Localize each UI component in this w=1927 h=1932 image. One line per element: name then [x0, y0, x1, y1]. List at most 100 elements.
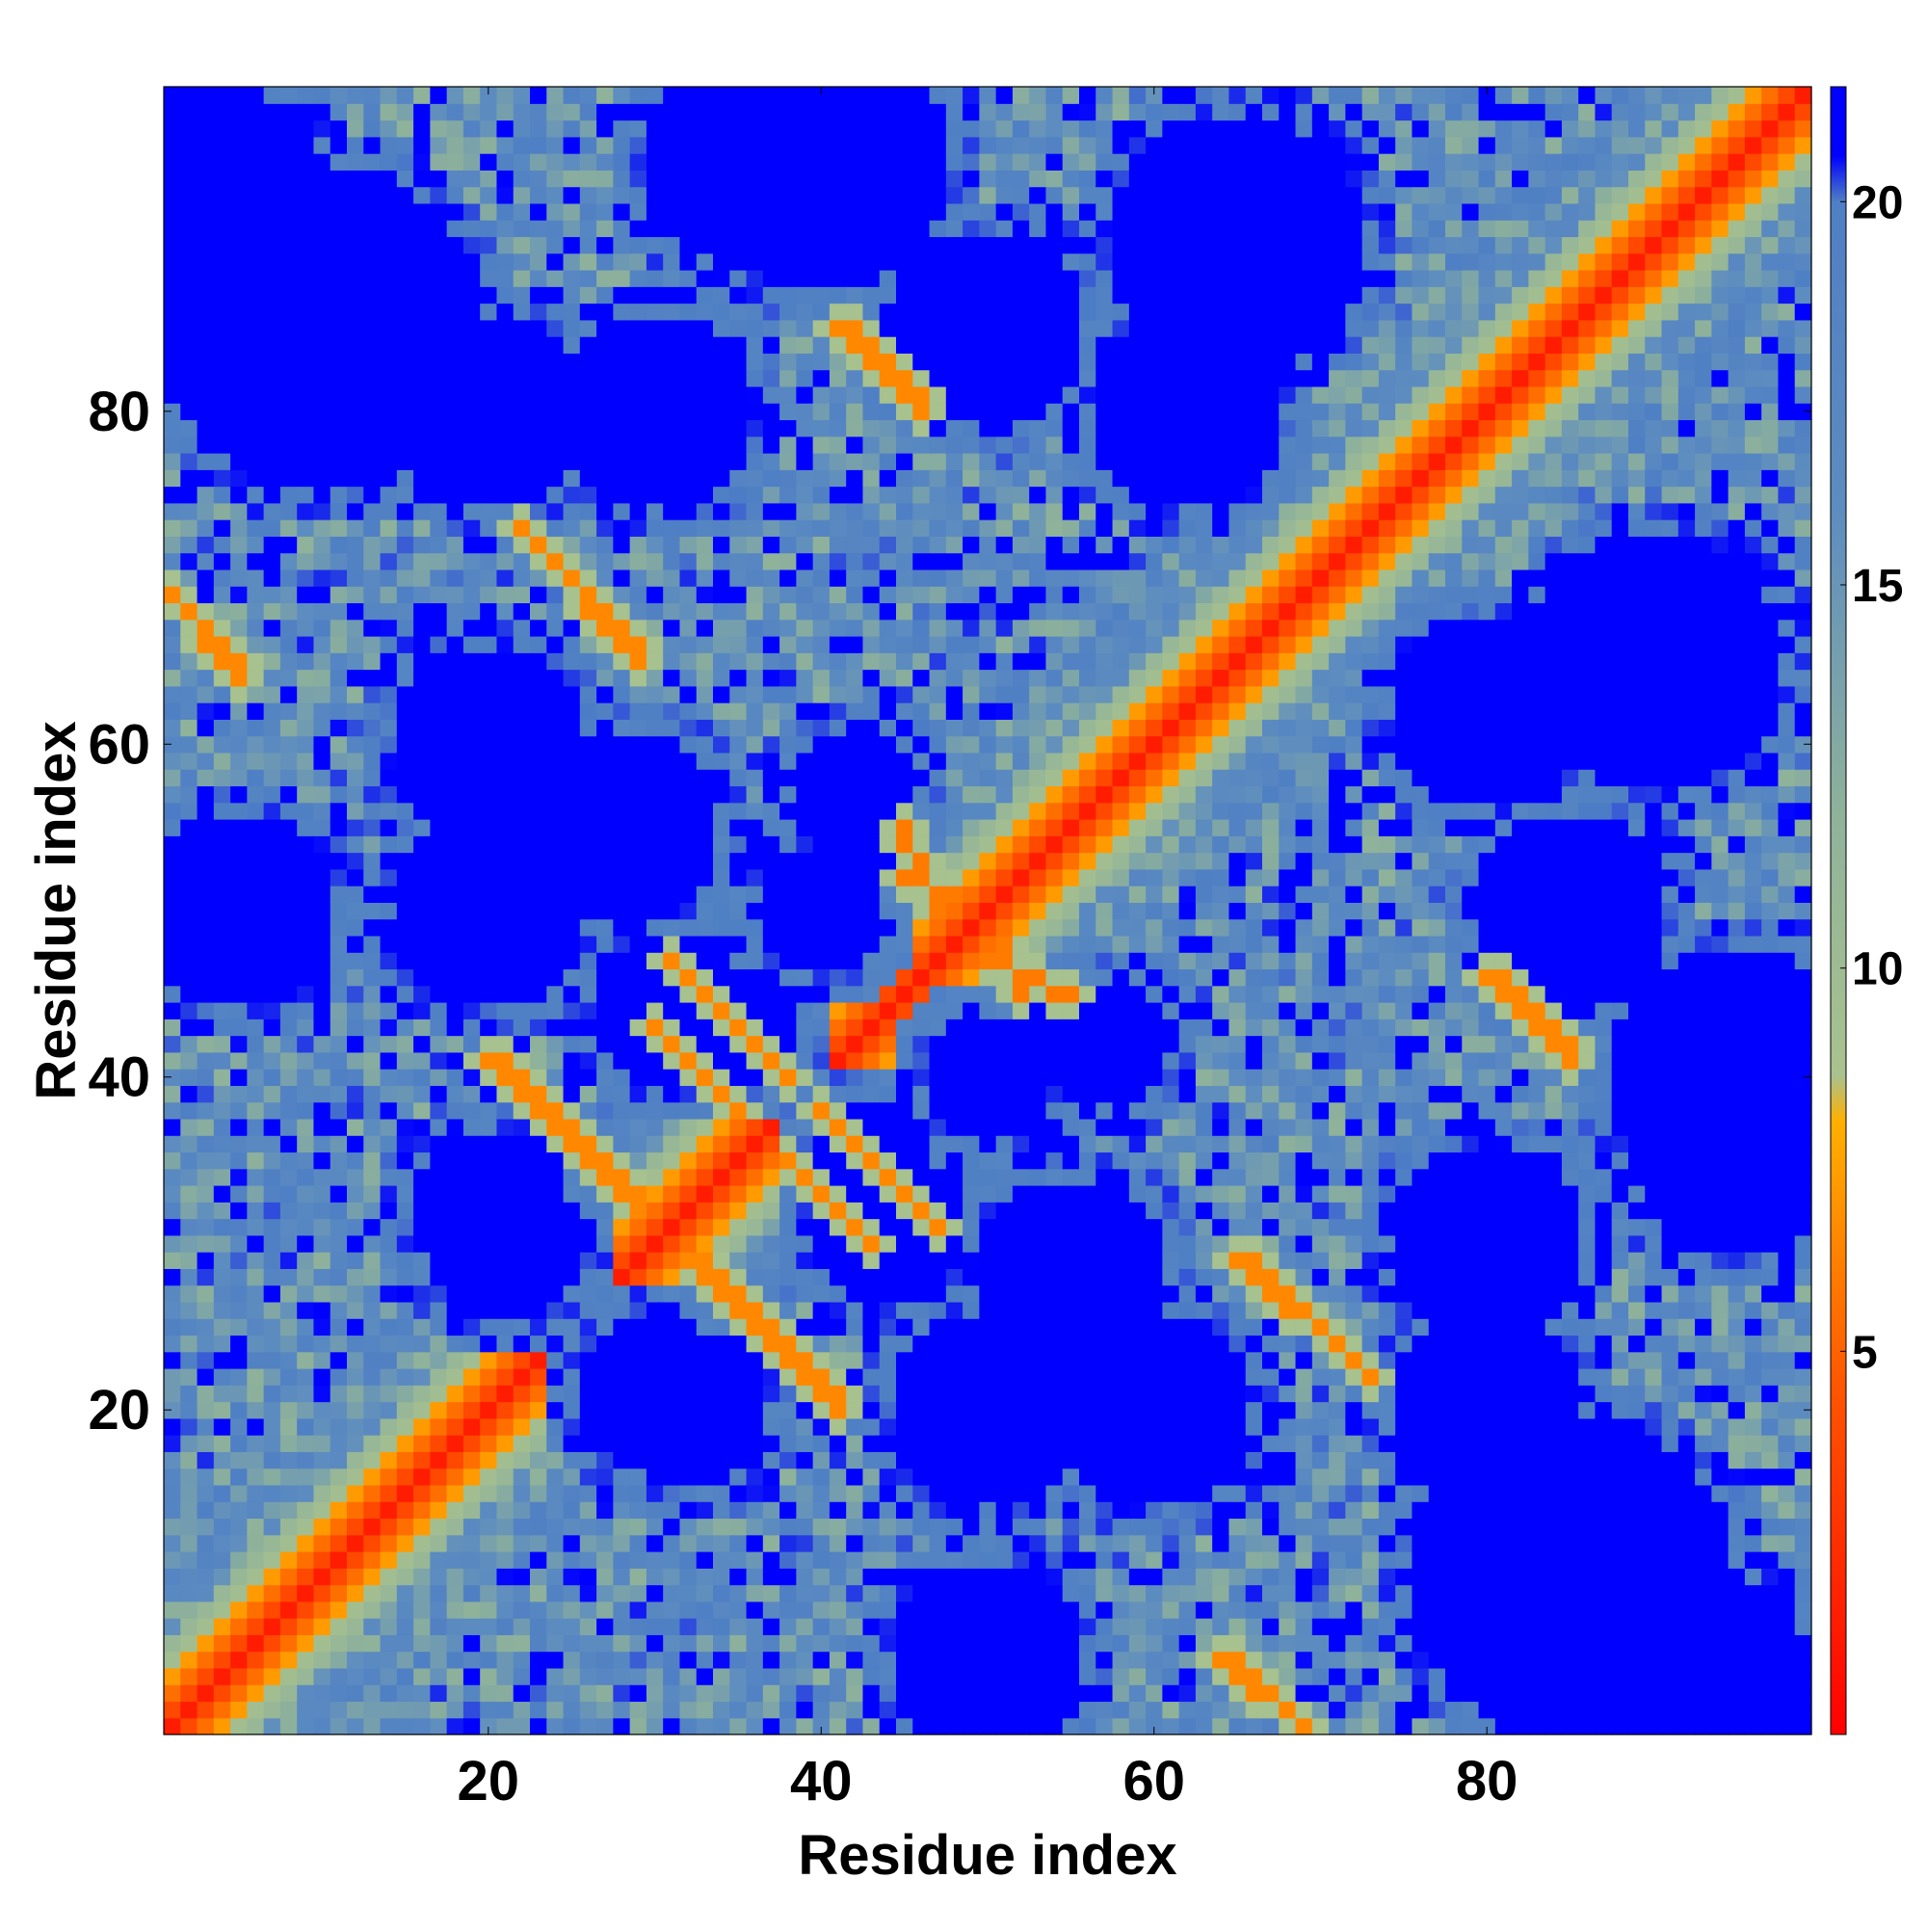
heatmap-cell [430, 886, 448, 903]
heatmap-cell [530, 1301, 547, 1319]
heatmap-cell [330, 868, 348, 887]
heatmap-cell [713, 868, 730, 887]
heatmap-cell [696, 1168, 714, 1186]
heatmap-cell [263, 952, 281, 970]
heatmap-cell [779, 586, 797, 604]
heatmap-cell [313, 136, 331, 154]
heatmap-cell [713, 1151, 730, 1170]
heatmap-cell [963, 1135, 980, 1153]
heatmap-cell [313, 719, 331, 737]
heatmap-cell [812, 303, 831, 321]
heatmap-cell [746, 636, 764, 653]
heatmap-cell [462, 552, 481, 570]
heatmap-cell [563, 186, 581, 204]
heatmap-cell [979, 1218, 997, 1236]
heatmap-cell [896, 385, 913, 404]
heatmap-cell [513, 935, 531, 953]
heatmap-cell [796, 1717, 814, 1735]
heatmap-cell [729, 403, 748, 421]
heatmap-cell [297, 1301, 315, 1319]
heatmap-cell [380, 586, 398, 604]
heatmap-cell [796, 1268, 814, 1286]
heatmap-cell [979, 769, 997, 787]
heatmap-cell [596, 985, 614, 1003]
heatmap-cell [530, 868, 547, 887]
heatmap-cell [396, 1584, 414, 1602]
heatmap-cell [297, 1318, 315, 1337]
heatmap-cell [462, 1667, 481, 1685]
heatmap-cell [446, 353, 464, 371]
heatmap-cell [846, 868, 864, 887]
heatmap-cell [530, 486, 547, 504]
heatmap-cell [963, 552, 980, 570]
heatmap-cell [929, 1252, 947, 1269]
heatmap-cell [846, 1717, 864, 1735]
heatmap-cell [530, 252, 547, 271]
heatmap-cell [496, 552, 515, 570]
heatmap-cell [779, 1002, 797, 1019]
heatmap-cell [713, 1218, 730, 1236]
heatmap-cell [197, 918, 215, 937]
heatmap-cell [546, 1019, 565, 1037]
heatmap-cell [330, 552, 348, 570]
heatmap-cell [180, 702, 198, 720]
heatmap-cell [297, 552, 315, 570]
heatmap-cell [829, 1584, 847, 1602]
heatmap-cell [796, 752, 814, 770]
heatmap-cell [513, 886, 531, 903]
heatmap-cell [629, 952, 647, 970]
heatmap-cell [446, 918, 464, 937]
heatmap-cell [230, 436, 248, 454]
heatmap-cell [530, 1484, 547, 1502]
heatmap-cell [263, 835, 281, 854]
heatmap-cell [812, 1401, 831, 1419]
heatmap-cell [929, 1101, 947, 1120]
heatmap-cell [579, 1268, 597, 1286]
heatmap-cell [513, 1618, 531, 1635]
heatmap-cell [513, 502, 531, 520]
heatmap-cell [912, 1351, 931, 1369]
heatmap-cell [563, 552, 581, 570]
heatmap-cell [413, 1701, 431, 1719]
heatmap-cell [696, 1234, 714, 1253]
heatmap-cell [496, 985, 515, 1003]
heatmap-cell [230, 819, 248, 836]
heatmap-cell [330, 1202, 348, 1220]
heatmap-cell [446, 87, 464, 104]
heatmap-cell [230, 1401, 248, 1419]
heatmap-cell [862, 835, 881, 854]
heatmap-cell [496, 1435, 515, 1452]
heatmap-cell [197, 170, 215, 188]
heatmap-cell [663, 1601, 681, 1619]
heatmap-cell [197, 1568, 215, 1586]
heatmap-cell [995, 1168, 1014, 1186]
heatmap-cell [180, 1417, 198, 1436]
heatmap-cell [313, 1002, 331, 1019]
heatmap-cell [779, 1318, 797, 1337]
heatmap-cell [879, 886, 897, 903]
heatmap-cell [779, 1717, 797, 1735]
heatmap-cell [180, 369, 198, 387]
heatmap-cell [279, 1335, 298, 1353]
heatmap-cell [546, 252, 565, 271]
heatmap-cell [330, 353, 348, 371]
heatmap-cell [330, 303, 348, 321]
heatmap-cell [762, 1351, 780, 1369]
heatmap-cell [812, 1584, 831, 1602]
heatmap-cell [862, 270, 881, 287]
heatmap-cell [513, 519, 531, 537]
heatmap-cell [330, 536, 348, 554]
heatmap-cell [896, 1218, 913, 1236]
heatmap-cell [779, 652, 797, 671]
heatmap-cell [762, 286, 780, 304]
heatmap-cell [963, 636, 980, 653]
heatmap-cell [347, 1468, 364, 1486]
heatmap-cell [279, 336, 298, 354]
heatmap-cell [945, 1035, 964, 1053]
heatmap-cell [513, 1101, 531, 1120]
heatmap-cell [480, 752, 498, 770]
heatmap-cell [413, 270, 431, 287]
heatmap-cell [164, 1135, 181, 1153]
heatmap-cell [995, 1401, 1014, 1419]
heatmap-cell [313, 602, 331, 621]
